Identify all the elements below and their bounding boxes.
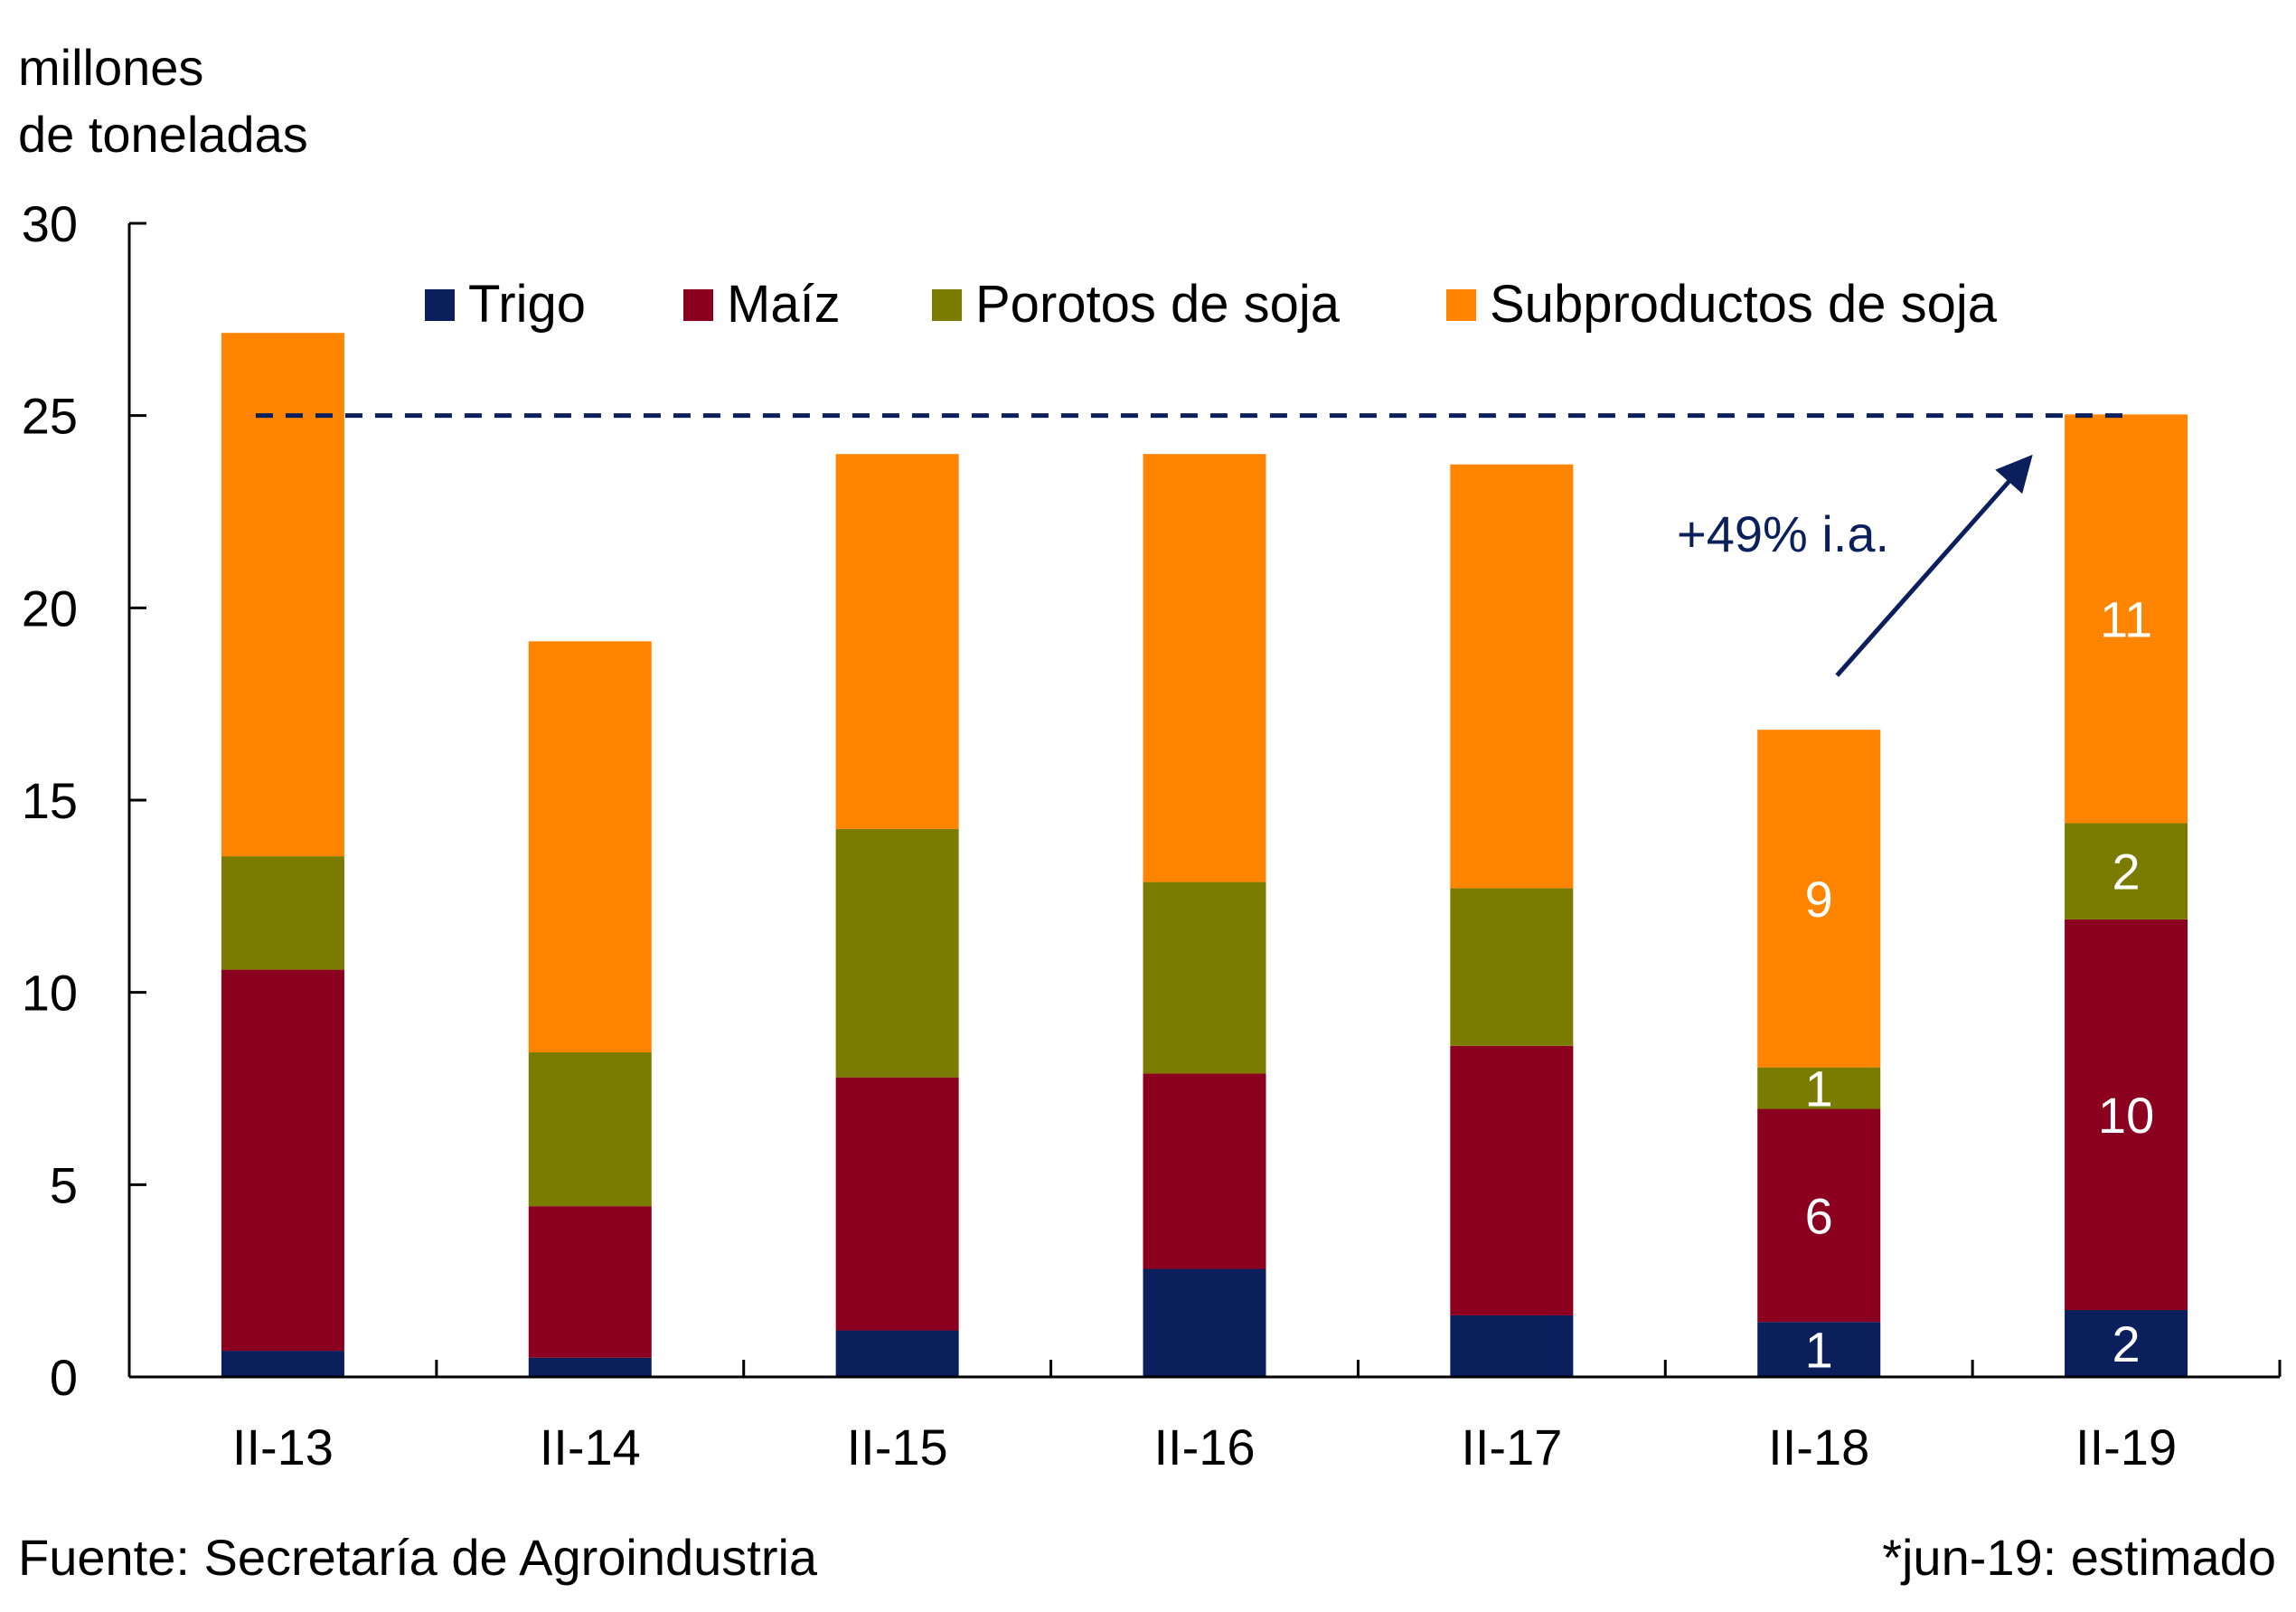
data-label: 11 bbox=[2100, 590, 2152, 647]
bar-segment-ii-19-porotos-de-soja bbox=[2065, 823, 2188, 919]
y-tick-label: 30 bbox=[22, 195, 78, 252]
bar-segment-ii-16-trigo bbox=[1143, 1268, 1266, 1377]
bar-segment-ii-18-subproductos-de-soja bbox=[1757, 730, 1881, 1068]
source-note: Fuente: Secretaría de Agroindustria bbox=[18, 1529, 818, 1586]
bar-segment-ii-18-porotos-de-soja bbox=[1757, 1067, 1881, 1109]
bar-segment-ii-17-ma-z bbox=[1450, 1045, 1574, 1315]
y-tick-label: 10 bbox=[22, 965, 78, 1022]
y-tick-label: 25 bbox=[22, 388, 78, 445]
bar-segment-ii-13-ma-z bbox=[221, 969, 344, 1352]
data-label: 2 bbox=[2112, 1315, 2140, 1372]
x-tick-label: II-17 bbox=[1461, 1419, 1562, 1475]
y-tick-label: 15 bbox=[22, 772, 78, 829]
legend-swatch bbox=[425, 289, 455, 321]
data-label: 1 bbox=[1805, 1061, 1833, 1117]
bar-segment-ii-18-ma-z bbox=[1757, 1108, 1881, 1323]
legend-label: Porotos de soja bbox=[975, 275, 1341, 334]
legend-swatch bbox=[932, 289, 962, 321]
bar-segment-ii-14-subproductos-de-soja bbox=[528, 641, 652, 1053]
bar-segment-ii-13-porotos-de-soja bbox=[221, 856, 344, 970]
legend-swatch bbox=[683, 289, 713, 321]
x-tick-label: II-19 bbox=[2075, 1419, 2177, 1475]
legend-label: Subproductos de soja bbox=[1490, 275, 1998, 334]
x-tick-label: II-14 bbox=[540, 1419, 641, 1475]
bar-segment-ii-17-porotos-de-soja bbox=[1450, 888, 1574, 1046]
data-label: 6 bbox=[1805, 1187, 1833, 1244]
data-label: 10 bbox=[2098, 1087, 2154, 1144]
legend-swatch bbox=[1446, 289, 1476, 321]
data-label: 2 bbox=[2112, 844, 2140, 900]
bar-segment-ii-14-ma-z bbox=[528, 1206, 652, 1358]
legend: Trigo Maíz Porotos de soja Subproductos de … bbox=[425, 275, 1998, 334]
legend-label: Maíz bbox=[727, 275, 841, 334]
y-tick-label: 5 bbox=[50, 1156, 78, 1213]
legend-item-subproductos-de-soja: Subproductos de soja bbox=[1446, 275, 1998, 334]
bar-segment-ii-13-subproductos-de-soja bbox=[221, 333, 344, 857]
legend-item-trigo: Trigo bbox=[425, 275, 586, 334]
data-labels-layer: 1 6 1 9 2 10 2 11 bbox=[1805, 590, 2155, 1378]
bar-segment-ii-17-trigo bbox=[1450, 1315, 1574, 1377]
bar-segment-ii-19-subproductos-de-soja bbox=[2065, 414, 2188, 824]
bar-segment-ii-14-trigo bbox=[528, 1357, 652, 1377]
x-tick-label: II-13 bbox=[232, 1419, 334, 1475]
y-axis-title: millones de toneladas bbox=[18, 34, 308, 168]
bar-segment-ii-17-subproductos-de-soja bbox=[1450, 464, 1574, 889]
bar-segment-ii-15-ma-z bbox=[835, 1077, 959, 1331]
bar-segment-ii-15-porotos-de-soja bbox=[835, 828, 959, 1078]
y-axis-title-line-2: de toneladas bbox=[18, 106, 308, 163]
growth-arrow bbox=[1835, 454, 2033, 677]
y-tick-label: 0 bbox=[50, 1349, 78, 1406]
bars-layer bbox=[221, 333, 2188, 1377]
data-label: 1 bbox=[1805, 1322, 1833, 1379]
bar-segment-ii-19-ma-z bbox=[2065, 919, 2188, 1310]
bar-segment-ii-18-trigo bbox=[1757, 1322, 1881, 1377]
x-tick-label: II-18 bbox=[1768, 1419, 1869, 1475]
annotations-layer: +49% i.a. bbox=[255, 413, 2131, 677]
bar-segment-ii-15-subproductos-de-soja bbox=[835, 454, 959, 829]
bar-segment-ii-16-ma-z bbox=[1143, 1073, 1266, 1269]
legend-item-porotos-de-soja: Porotos de soja bbox=[932, 275, 1341, 334]
bar-segment-ii-19-trigo bbox=[2065, 1309, 2188, 1377]
y-tick-label: 20 bbox=[22, 580, 78, 636]
legend-label: Trigo bbox=[468, 275, 586, 334]
x-tick-label: II-16 bbox=[1153, 1419, 1255, 1475]
bar-segment-ii-16-subproductos-de-soja bbox=[1143, 454, 1266, 882]
growth-annotation-label: +49% i.a. bbox=[1677, 505, 1889, 562]
x-tick-label: II-15 bbox=[847, 1419, 948, 1475]
bar-segment-ii-15-trigo bbox=[835, 1330, 959, 1377]
y-axis-title-line-1: millones bbox=[18, 39, 204, 96]
bar-segment-ii-16-porotos-de-soja bbox=[1143, 881, 1266, 1074]
axes-layer: 0 5 10 15 20 25 30 II-13 II-14 II-15 II-16 II-17 II-… bbox=[22, 195, 2282, 1475]
legend-item-ma-z: Maíz bbox=[683, 275, 841, 334]
estimate-note: *jun-19: estimado bbox=[1882, 1529, 2276, 1586]
bar-segment-ii-14-porotos-de-soja bbox=[528, 1052, 652, 1207]
bar-segment-ii-13-trigo bbox=[221, 1351, 344, 1377]
data-label: 9 bbox=[1805, 871, 1833, 928]
